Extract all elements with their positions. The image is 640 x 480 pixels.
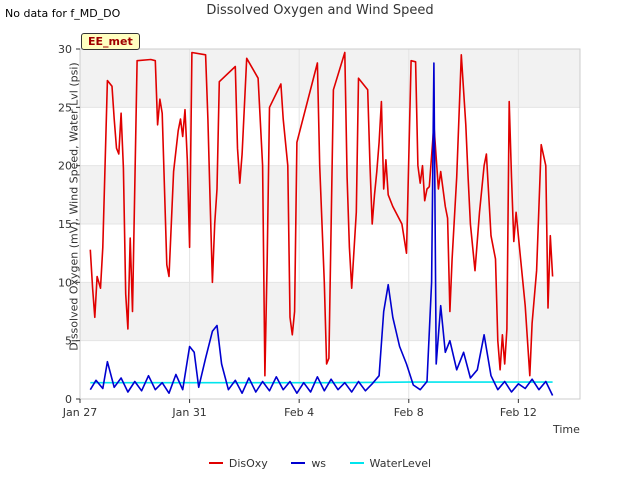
x-tick-label: Feb 8 — [394, 406, 424, 419]
background-band — [80, 165, 580, 224]
y-tick-label: 30 — [58, 43, 72, 56]
series-line-disoxy — [89, 51, 554, 377]
y-tick-label: 5 — [65, 335, 72, 348]
background-band — [80, 340, 580, 399]
series-lines — [89, 51, 554, 396]
x-tick-label: Feb 12 — [500, 406, 537, 419]
series-line-ws — [89, 62, 554, 396]
x-axis-label: Time — [553, 423, 580, 436]
y-axis-label: Dissolved Oxygen (mV), Wind Speed, Water… — [67, 62, 81, 351]
legend-label-waterlevel: WaterLevel — [369, 456, 432, 470]
legend: DisOxy ws WaterLevel — [0, 454, 640, 470]
x-tick-label: Jan 31 — [171, 406, 206, 419]
y-tick-label: 10 — [58, 276, 72, 289]
x-axis: Jan 27 Jan 31 Feb 4 Feb 8 Feb 12 — [62, 399, 537, 419]
chart-title: Dissolved Oxygen and Wind Speed — [206, 3, 434, 18]
legend-item-disoxy: DisOxy — [208, 456, 268, 470]
x-tick-label: Feb 4 — [284, 406, 314, 419]
y-tick-label: 25 — [58, 101, 72, 114]
legend-swatch-waterlevel — [349, 462, 364, 464]
x-tick-label: Jan 27 — [62, 406, 97, 419]
site-badge: EE_met — [81, 33, 140, 50]
legend-label-disoxy: DisOxy — [228, 456, 268, 470]
y-tick-label: 20 — [58, 160, 72, 173]
legend-swatch-disoxy — [208, 462, 223, 464]
y-tick-label: 15 — [58, 218, 72, 231]
y-axis: 0 5 10 15 20 25 30 — [58, 43, 80, 406]
background-band — [80, 107, 580, 166]
y-tick-label: 0 — [65, 393, 72, 406]
legend-swatch-ws — [291, 462, 306, 464]
no-data-message: No data for f_MD_DO — [5, 7, 121, 20]
legend-item-waterlevel: WaterLevel — [349, 456, 432, 470]
legend-item-ws: ws — [291, 457, 326, 470]
legend-label-ws: ws — [311, 456, 327, 470]
background-band — [80, 49, 580, 108]
series-line-waterlevel — [90, 381, 553, 384]
